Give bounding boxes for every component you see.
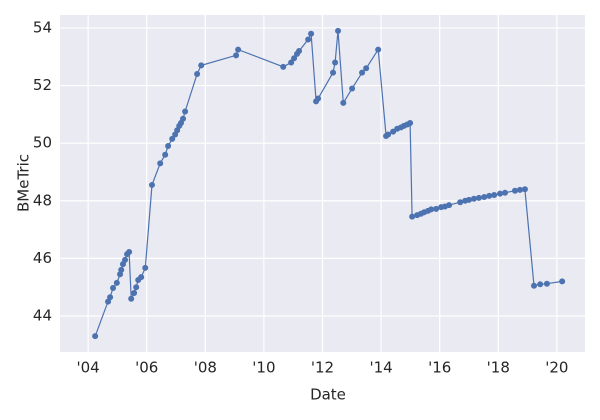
point (446, 202, 453, 209)
point (407, 120, 414, 127)
point (142, 264, 149, 271)
point (118, 266, 125, 273)
point (138, 274, 145, 281)
y-tick-label: 54 (33, 18, 52, 36)
y-tick-label: 52 (33, 76, 52, 94)
point (497, 190, 504, 197)
point (113, 279, 120, 286)
point (133, 284, 140, 291)
point (280, 63, 287, 70)
y-axis-label: BMeTric (15, 154, 33, 212)
point (288, 59, 295, 66)
point (475, 194, 482, 201)
point (349, 85, 356, 92)
point (559, 278, 566, 285)
x-tick-label: '06 (135, 359, 158, 377)
point (305, 36, 312, 43)
point (194, 71, 201, 78)
y-tick-label: 44 (33, 306, 52, 324)
x-tick-label: '12 (311, 359, 334, 377)
x-tick-label: '10 (252, 359, 275, 377)
point (486, 192, 493, 199)
point (457, 199, 464, 206)
point (330, 69, 337, 76)
x-tick-label: '14 (369, 359, 392, 377)
point (359, 69, 366, 76)
point (92, 333, 99, 340)
point (481, 194, 488, 201)
point (169, 135, 176, 142)
point (531, 282, 538, 289)
point (335, 27, 342, 34)
point (470, 195, 477, 202)
point (363, 65, 370, 72)
point (128, 295, 135, 302)
y-tick-label: 50 (33, 134, 52, 152)
point (537, 281, 544, 288)
point (148, 181, 155, 188)
point (332, 59, 339, 66)
y-tick-label: 46 (33, 249, 52, 267)
x-tick-label: '08 (194, 359, 217, 377)
point (375, 46, 382, 53)
point (157, 160, 164, 167)
point (502, 189, 509, 196)
point (126, 249, 133, 256)
y-tick-label: 48 (33, 191, 52, 209)
point (180, 115, 187, 122)
point (182, 108, 189, 115)
point (428, 206, 435, 213)
point (233, 52, 240, 59)
point (165, 143, 172, 150)
point (198, 62, 205, 69)
point (291, 55, 298, 62)
point (131, 289, 138, 296)
point (122, 256, 129, 263)
point (340, 99, 347, 106)
x-axis-label: Date (310, 386, 346, 404)
point (491, 192, 498, 199)
point (543, 280, 550, 287)
point (516, 186, 523, 193)
point (110, 285, 117, 292)
point (315, 95, 322, 102)
point (409, 213, 416, 220)
point (308, 30, 315, 37)
point (511, 187, 518, 194)
point (433, 205, 440, 212)
x-tick-label: '18 (487, 359, 510, 377)
point (465, 196, 472, 203)
point (385, 131, 392, 138)
point (107, 294, 114, 301)
point (235, 46, 242, 53)
point (296, 48, 303, 55)
x-tick-label: '20 (545, 359, 568, 377)
point (162, 151, 169, 158)
point (521, 186, 528, 193)
x-tick-label: '16 (428, 359, 451, 377)
x-tick-label: '04 (77, 359, 100, 377)
